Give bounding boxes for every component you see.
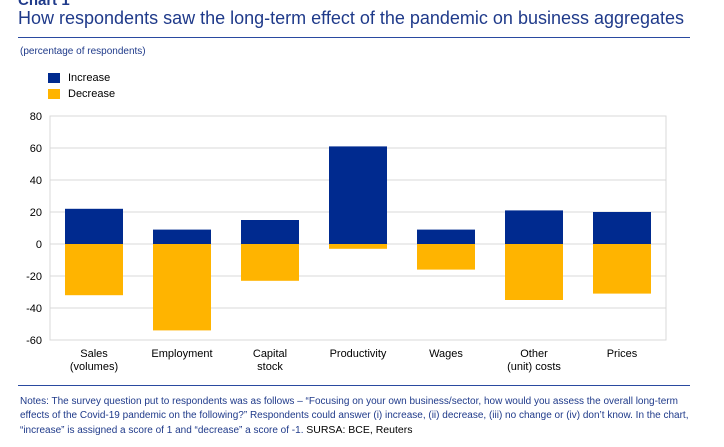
x-tick-label: Prices <box>607 348 638 360</box>
notes-rule <box>18 385 690 386</box>
bar-decrease <box>593 244 651 294</box>
notes-text: Notes: The survey question put to respon… <box>20 396 689 436</box>
legend-item-increase: Increase <box>48 70 115 86</box>
y-tick-label: 40 <box>30 175 42 187</box>
x-tick-label: Other (unit) costs <box>507 348 561 373</box>
y-tick-label: -20 <box>26 271 42 283</box>
x-tick-label: Sales (volumes) <box>70 348 118 373</box>
y-tick-label: 80 <box>30 111 42 123</box>
y-tick-label: 20 <box>30 207 42 219</box>
bar-chart: 80 60 40 20 0 -20 -40 -60 Sales (volumes) Employme… <box>26 111 667 373</box>
bar-increase <box>241 220 299 244</box>
legend-item-decrease: Decrease <box>48 86 115 102</box>
bar-increase <box>593 212 651 244</box>
y-tick-label: 60 <box>30 143 42 155</box>
y-tick-label: -60 <box>26 335 42 347</box>
chart-title: How respondents saw the long-term effect… <box>18 8 685 28</box>
bar-decrease <box>417 244 475 270</box>
x-tick-label: Productivity <box>330 348 387 360</box>
y-tick-label: 0 <box>36 239 42 251</box>
bar-decrease <box>153 244 211 331</box>
legend-swatch-increase <box>48 73 60 83</box>
x-tick-label: Employment <box>151 348 212 360</box>
bar-increase <box>65 208 123 244</box>
bar-increase <box>417 229 475 244</box>
legend-label-increase: Increase <box>68 72 111 84</box>
source-label: SURSA: BCE, Reuters <box>306 424 413 436</box>
bar-decrease <box>65 244 123 296</box>
title-rule <box>18 37 690 38</box>
legend-swatch-decrease <box>48 89 60 99</box>
bar-increase <box>505 210 563 244</box>
notes: Notes: The survey question put to respon… <box>20 395 700 438</box>
bar-decrease <box>241 244 299 281</box>
chart-subtitle: (percentage of respondents) <box>20 46 146 57</box>
legend: Increase Decrease <box>48 70 115 102</box>
y-tick-label: -40 <box>26 303 42 315</box>
chart-number-label: Chart 1 <box>18 0 70 9</box>
bar-increase <box>329 146 387 244</box>
bar-decrease <box>505 244 563 300</box>
bar-decrease <box>329 244 387 249</box>
bar-increase <box>153 229 211 244</box>
legend-label-decrease: Decrease <box>68 88 116 100</box>
x-tick-label: Capital stock <box>253 348 287 373</box>
x-tick-label: Wages <box>429 348 463 360</box>
